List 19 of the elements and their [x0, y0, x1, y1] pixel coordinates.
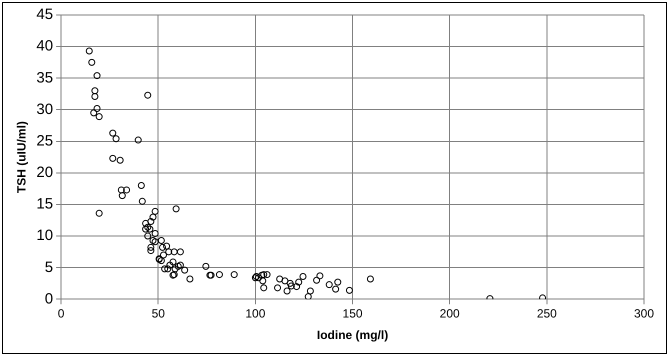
- x-tick-label: 100: [245, 306, 266, 321]
- y-tick-label: 5: [44, 258, 54, 276]
- y-axis-title: TSH (uIU/ml): [14, 121, 29, 194]
- y-tick-label: 40: [36, 38, 54, 55]
- x-tick-label: 0: [58, 306, 65, 321]
- y-tick-label: 35: [36, 69, 54, 86]
- x-tick-label: 200: [440, 306, 460, 321]
- y-tick-label: 10: [36, 227, 54, 244]
- x-tick-label: 150: [342, 306, 363, 321]
- x-axis-title: Iodine (mg/l): [316, 328, 388, 342]
- y-tick-label: 25: [36, 132, 54, 150]
- y-tick-label: 20: [36, 164, 54, 182]
- y-tick-label: 30: [36, 100, 54, 118]
- y-tick-label: 0: [44, 290, 54, 308]
- x-tick-label: 300: [634, 306, 654, 321]
- y-tick-label: 15: [36, 196, 54, 213]
- x-tick-label: 50: [152, 306, 166, 321]
- y-tick-label: 45: [36, 6, 54, 24]
- x-tick-label: 250: [536, 306, 558, 321]
